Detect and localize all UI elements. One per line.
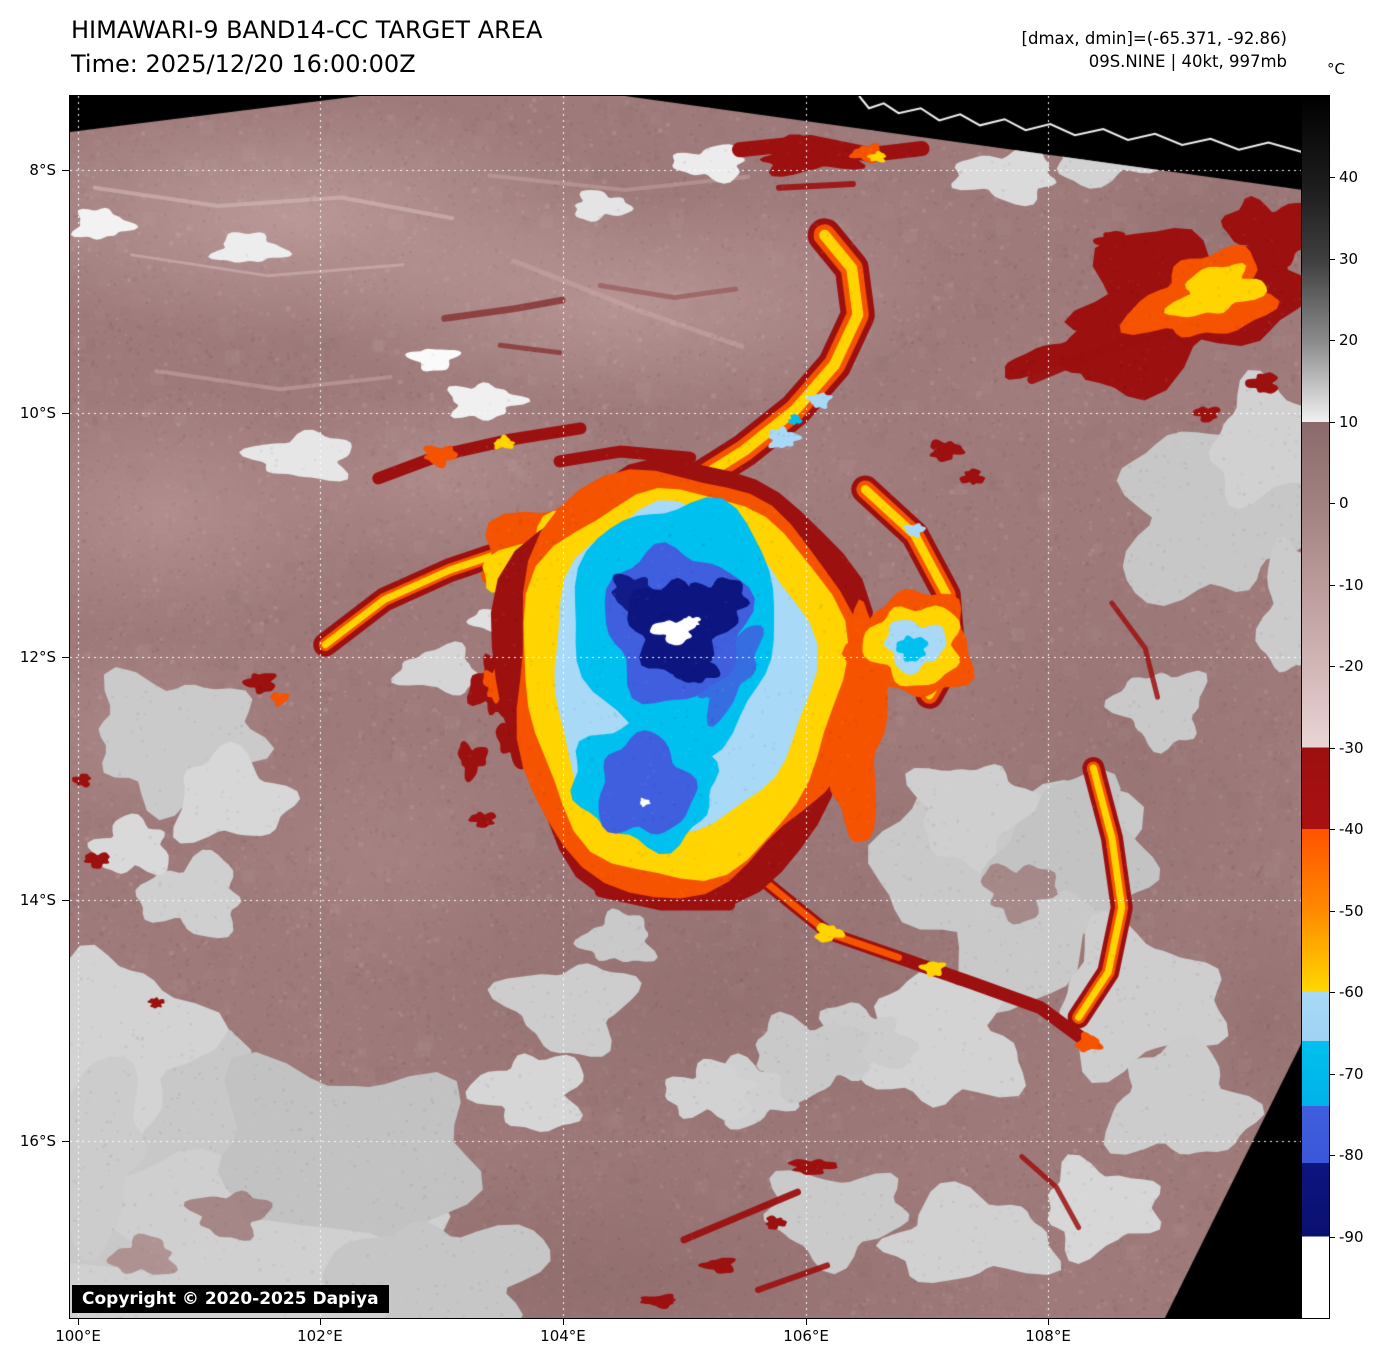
lat-tick-mark xyxy=(62,412,69,414)
lat-tick-label: 10°S xyxy=(19,403,56,422)
colorbar-tick-label: -70 xyxy=(1339,1064,1364,1083)
colorbar-tick-mark xyxy=(1330,992,1335,994)
lon-tick-label: 106°E xyxy=(783,1327,829,1345)
dmax-dmin-readout: [dmax, dmin]=(-65.371, -92.86) xyxy=(1021,29,1287,48)
colorbar-tick-mark xyxy=(1330,177,1335,179)
colorbar-unit-label: °C xyxy=(1327,60,1345,78)
colorbar-tick-label: -10 xyxy=(1339,575,1364,594)
colorbar-tick-label: 10 xyxy=(1339,412,1359,431)
lon-tick-label: 100°E xyxy=(55,1327,101,1345)
timestamp-line: Time: 2025/12/20 16:00:00Z xyxy=(71,50,416,78)
colorbar-tick-label: 0 xyxy=(1339,494,1349,513)
colorbar-tick-mark xyxy=(1330,1155,1335,1157)
colorbar-tick-mark xyxy=(1330,340,1335,342)
colorbar-tick-mark xyxy=(1330,1236,1335,1238)
colorbar-tick-label: -60 xyxy=(1339,983,1364,1002)
lat-tick-label: 8°S xyxy=(29,161,56,180)
lat-tick-mark xyxy=(62,170,69,172)
page-title: HIMAWARI-9 BAND14-CC TARGET AREA xyxy=(71,16,543,44)
colorbar-tick-mark xyxy=(1330,584,1335,586)
colorbar-tick-label: -40 xyxy=(1339,820,1364,839)
lon-tick-mark xyxy=(562,1319,564,1325)
copyright-badge: Copyright © 2020-2025 Dapiya xyxy=(72,1285,389,1313)
lon-tick-mark xyxy=(1048,1319,1050,1325)
map-plot: Copyright © 2020-2025 Dapiya xyxy=(69,95,1304,1319)
lat-tick-label: 16°S xyxy=(19,1132,56,1151)
colorbar-tick-mark xyxy=(1330,910,1335,912)
lat-tick-mark xyxy=(62,900,69,902)
satellite-image xyxy=(70,96,1303,1318)
colorbar-tick-mark xyxy=(1330,666,1335,668)
colorbar-gradient xyxy=(1302,96,1329,1318)
colorbar-tick-mark xyxy=(1330,421,1335,423)
colorbar-tick-label: 30 xyxy=(1339,249,1359,268)
colorbar-tick-mark xyxy=(1330,747,1335,749)
lon-tick-mark xyxy=(319,1319,321,1325)
colorbar-tick-label: -20 xyxy=(1339,657,1364,676)
header-info: [dmax, dmin]=(-65.371, -92.86) 09S.NINE … xyxy=(1022,27,1287,73)
colorbar-tick-mark xyxy=(1330,1073,1335,1075)
lat-tick-mark xyxy=(62,657,69,659)
lon-tick-label: 102°E xyxy=(297,1327,343,1345)
colorbar-tick-label: -30 xyxy=(1339,738,1364,757)
colorbar xyxy=(1301,95,1330,1319)
lat-tick-mark xyxy=(62,1141,69,1143)
colorbar-tick-label: -90 xyxy=(1339,1227,1364,1246)
colorbar-tick-mark xyxy=(1330,829,1335,831)
storm-readout: 09S.NINE | 40kt, 997mb xyxy=(1088,52,1287,71)
colorbar-tick-label: -80 xyxy=(1339,1146,1364,1165)
lon-tick-label: 108°E xyxy=(1025,1327,1071,1345)
colorbar-tick-label: 40 xyxy=(1339,168,1359,187)
colorbar-tick-mark xyxy=(1330,258,1335,260)
colorbar-tick-mark xyxy=(1330,503,1335,505)
colorbar-tick-label: -50 xyxy=(1339,901,1364,920)
lon-tick-mark xyxy=(806,1319,808,1325)
lon-tick-mark xyxy=(78,1319,79,1325)
lon-tick-label: 104°E xyxy=(540,1327,586,1345)
lat-tick-label: 14°S xyxy=(19,891,56,910)
lat-tick-label: 12°S xyxy=(19,648,56,667)
colorbar-tick-label: 20 xyxy=(1339,331,1359,350)
